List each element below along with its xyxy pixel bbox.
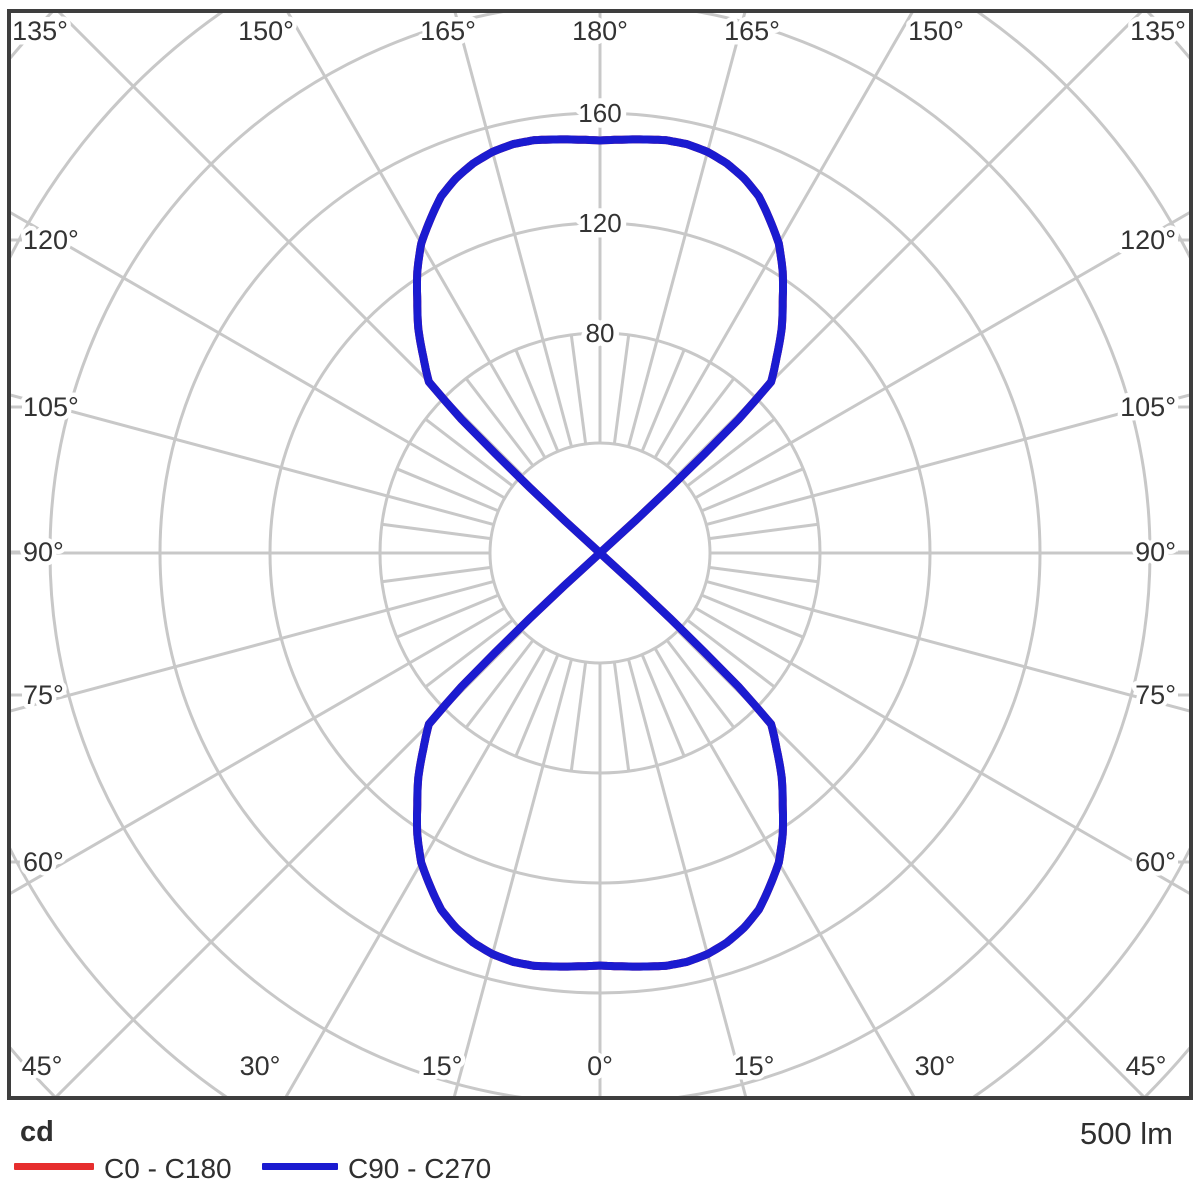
gamma-label-bottom: 45° [22,1051,63,1081]
grid-spoke [452,658,573,1096]
gamma-label-top: 180° [572,16,628,46]
gamma-label-right: 120° [1120,225,1176,255]
angle-tick-marks [9,238,1191,864]
gamma-label-left: 105° [23,392,79,422]
radial-label-80cd: 80 [586,318,615,348]
angle-labels: 135° 150° 165° 180° 165° 150° 135° 45° 30° 15° 0° 1… [8,12,1191,1086]
grid-spoke [705,393,1189,526]
gamma-label-right: 60° [1135,847,1176,877]
grid-spoke [284,647,547,1096]
gamma-label-right: 105° [1120,392,1176,422]
grid-spoke-inner [686,618,776,689]
photometric-curves [413,135,787,971]
grid-spoke-inner [665,639,736,729]
gamma-label-left: 120° [23,225,79,255]
gamma-label-right: 90° [1135,537,1176,567]
grid-spoke [286,13,547,459]
grid-spoke [694,606,1189,895]
gamma-label-left: 60° [23,847,64,877]
grid-spoke-inner [381,565,492,584]
grid-spoke-inner [464,377,535,467]
grid-spoke-inner [424,618,514,689]
radial-label-120cd: 120 [578,208,621,238]
gamma-label-top: 150° [908,16,964,46]
gamma-label-bottom: 15° [734,1051,775,1081]
grid-spoke [705,580,1189,713]
gamma-label-bottom: 0° [587,1051,613,1081]
gamma-label-top: 135° [12,16,68,46]
grid-spoke-inner [640,349,686,452]
grid-spoke-inner [514,654,560,757]
grid-spoke-inner [424,417,514,488]
grid-spoke-inner [708,565,819,584]
radial-label-160cd: 160 [578,98,621,128]
legend-swatch-c90-c270 [262,1163,338,1170]
grid-spoke-inner [686,417,776,488]
grid-spoke-inner [665,377,736,467]
grid-spoke-inner [381,522,492,541]
grid-spoke [11,211,506,500]
grid-spoke-inner [708,522,819,541]
grid-spoke-inner [701,593,804,639]
grid-spoke [653,647,916,1096]
gamma-label-bottom: 15° [422,1051,463,1081]
grid-spoke [653,13,914,459]
grid-spoke [11,606,506,895]
radial-cd-labels: 80 120 160 [573,93,627,354]
grid-spoke-inner [612,661,631,772]
grid-spoke [11,393,495,526]
gamma-label-left: 75° [23,680,64,710]
grid-spoke [694,211,1189,500]
gamma-label-bottom: 30° [915,1051,956,1081]
gamma-label-top: 135° [1130,16,1186,46]
flux-label: 500 lm [1079,1116,1173,1151]
legend-label-c0-c180: C0 - C180 [104,1153,232,1184]
gamma-label-top: 165° [420,16,476,46]
gamma-label-top: 150° [238,16,294,46]
grid-spoke-inner [612,334,631,445]
grid-spoke [11,580,495,713]
gamma-label-right: 75° [1135,680,1176,710]
grid-spoke [453,13,573,448]
grid-spoke [627,13,747,448]
grid-spoke-inner [396,467,499,513]
grid-spoke [627,658,748,1096]
gamma-label-bottom: 30° [240,1051,281,1081]
unit-label: cd [20,1116,54,1148]
grid-spoke-inner [396,593,499,639]
plot-border [7,9,1193,1100]
grid-spoke-inner [701,467,804,513]
legend-swatch-c0-c180 [14,1163,94,1170]
grid-spoke-inner [640,654,686,757]
gamma-label-top: 165° [724,16,780,46]
gamma-label-left: 90° [23,537,64,567]
gamma-label-bottom: 45° [1126,1051,1167,1081]
grid-spoke-inner [514,349,560,452]
grid-spoke-inner [464,639,535,729]
curve-c90-c270 [413,135,787,971]
legend-label-c90-c270: C90 - C270 [348,1153,492,1184]
grid-spoke-inner [569,334,588,445]
grid-spoke-inner [569,661,588,772]
